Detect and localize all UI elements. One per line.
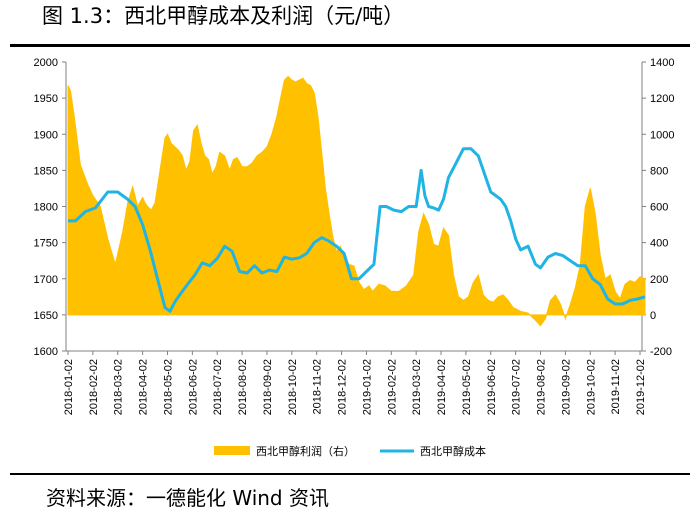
- x-tick-label: 2019-03-02: [411, 359, 423, 415]
- right-tick-label: 1200: [650, 93, 674, 105]
- x-tick-label: 2018-12-02: [337, 359, 349, 415]
- source-note: 资料来源：一德能化 Wind 资讯: [46, 486, 329, 510]
- x-tick-label: 2019-04-02: [436, 359, 448, 415]
- left-tick-label: 1900: [34, 129, 58, 141]
- chart: 160016501700175018001850190019502000-200…: [34, 57, 675, 458]
- left-tick-label: 1800: [34, 202, 58, 214]
- legend-label-profit: 西北甲醇利润（右）: [256, 444, 355, 458]
- x-tick-label: 2019-09-02: [560, 359, 572, 415]
- right-tick-label: 600: [650, 202, 668, 214]
- left-tick-label: 1850: [34, 165, 58, 177]
- x-tick-label: 2019-08-02: [536, 359, 548, 415]
- top-rule: [10, 44, 690, 47]
- profit-area-series: [67, 75, 646, 327]
- right-tick-label: 800: [650, 165, 668, 177]
- x-tick-label: 2018-09-02: [262, 359, 274, 415]
- x-tick-label: 2019-10-02: [585, 359, 597, 415]
- x-tick-label: 2019-02-02: [386, 359, 398, 415]
- x-tick-label: 2019-01-02: [361, 359, 373, 415]
- right-tick-label: 200: [650, 274, 668, 286]
- cost-line-series: [68, 147, 646, 313]
- x-tick-label: 2018-02-02: [88, 359, 100, 415]
- x-tick-label: 2018-01-02: [63, 359, 75, 415]
- left-tick-label: 1750: [34, 238, 58, 250]
- x-tick-label: 2019-12-02: [635, 359, 647, 415]
- x-tick-label: 2019-07-02: [511, 359, 523, 415]
- right-tick-label: 0: [650, 310, 656, 322]
- bottom-rule: [10, 473, 690, 475]
- x-tick-label: 2018-11-02: [312, 359, 324, 414]
- left-tick-label: 2000: [34, 57, 58, 69]
- x-tick-label: 2018-03-02: [113, 359, 125, 415]
- x-tick-label: 2018-10-02: [287, 359, 299, 415]
- legend-label-cost: 西北甲醇成本: [420, 444, 486, 458]
- right-tick-label: -200: [650, 346, 672, 358]
- x-tick-label: 2019-06-02: [486, 359, 498, 415]
- right-tick-label: 400: [650, 238, 668, 250]
- left-tick-label: 1950: [34, 93, 58, 105]
- right-tick-label: 1000: [650, 129, 674, 141]
- chart-title: 图 1.3：西北甲醇成本及利润（元/吨）: [42, 4, 405, 28]
- left-tick-label: 1700: [34, 274, 58, 286]
- right-tick-label: 1400: [650, 57, 674, 69]
- x-tick-label: 2018-04-02: [138, 359, 150, 415]
- legend-swatch-profit: [214, 446, 250, 455]
- x-tick-label: 2018-06-02: [187, 359, 199, 415]
- x-tick-label: 2019-05-02: [461, 359, 473, 415]
- x-tick-label: 2018-07-02: [212, 359, 224, 415]
- x-tick-label: 2018-08-02: [237, 359, 249, 415]
- x-tick-label: 2018-05-02: [162, 359, 174, 415]
- x-tick-label: 2019-11-02: [610, 359, 622, 414]
- left-tick-label: 1600: [34, 346, 58, 358]
- left-tick-label: 1650: [34, 310, 58, 322]
